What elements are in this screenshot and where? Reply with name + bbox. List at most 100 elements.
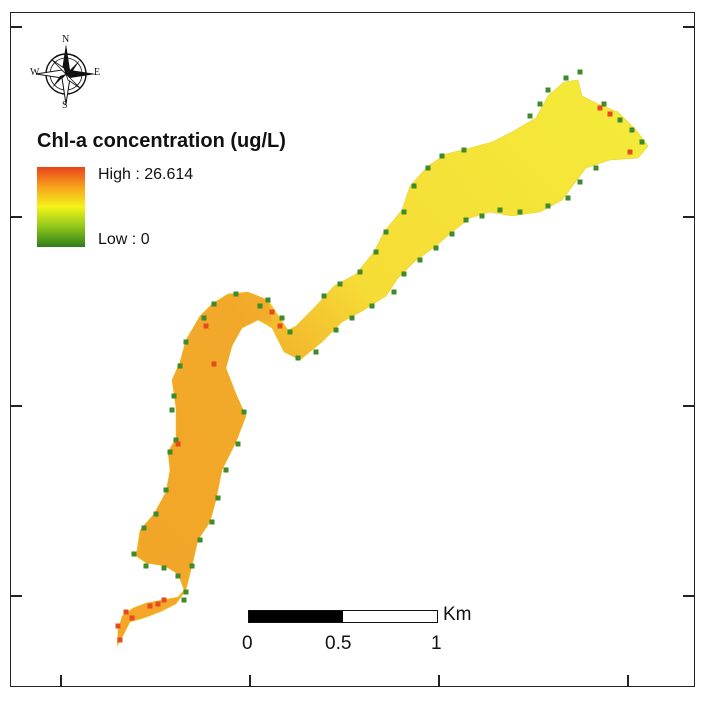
shore-pixel [577, 179, 583, 185]
shore-pixel [177, 363, 183, 369]
hotspot-pixel [147, 603, 153, 609]
frame-tick-left-2 [10, 216, 22, 218]
shore-pixel [181, 597, 187, 603]
shore-pixel [411, 183, 417, 189]
compass-rose-icon [35, 44, 96, 105]
shore-pixel [463, 217, 469, 223]
scale-bar-white-segment [343, 611, 437, 622]
shore-pixel [517, 209, 523, 215]
shore-pixel [313, 349, 319, 355]
shore-pixel [461, 147, 467, 153]
hotspot-pixel [203, 323, 209, 329]
shore-pixel [439, 153, 445, 159]
hotspot-pixel [211, 361, 217, 367]
shore-pixel [629, 127, 635, 133]
legend-color-ramp [37, 167, 85, 247]
compass-n-label: N [62, 34, 70, 45]
shore-pixel [265, 297, 271, 303]
shore-pixel [279, 315, 285, 321]
compass-s-label: S [62, 100, 68, 111]
shore-pixel [197, 537, 203, 543]
shore-pixel [373, 249, 379, 255]
upstream-warm-zone [140, 292, 272, 574]
shore-pixel [401, 271, 407, 277]
shore-pixel [153, 511, 159, 517]
shore-pixel [545, 203, 551, 209]
shore-pixel [295, 355, 301, 361]
frame-tick-right-3 [683, 405, 695, 407]
scale-label-0: 0 [242, 633, 253, 654]
legend-high-label: High : 26.614 [98, 166, 194, 183]
frame-tick-bottom-1 [60, 675, 62, 687]
legend-low-label: Low : 0 [98, 231, 150, 248]
frame-tick-left-3 [10, 405, 22, 407]
scale-bar [248, 610, 438, 623]
shore-pixel [169, 407, 175, 413]
hotspot-pixel [175, 441, 181, 447]
hotspot-pixel [597, 105, 603, 111]
hotspot-pixel [277, 323, 283, 329]
scale-label-0-5: 0.5 [325, 633, 352, 654]
shore-pixel [171, 393, 177, 399]
shore-pixel [537, 101, 543, 107]
frame-tick-bottom-3 [438, 675, 440, 687]
shore-pixel [563, 75, 569, 81]
shore-pixel [163, 487, 169, 493]
hotspot-pixels [115, 105, 633, 643]
shore-pixel [215, 495, 221, 501]
shore-pixel [565, 195, 571, 201]
hotspot-pixel [269, 309, 275, 315]
hotspot-pixel [155, 601, 161, 607]
shore-pixel [527, 113, 533, 119]
north-arrow: N S E W [28, 34, 104, 112]
frame-tick-left-1 [10, 26, 22, 28]
shore-pixel [417, 257, 423, 263]
shore-pixel [131, 551, 137, 557]
shore-pixel [425, 165, 431, 171]
shore-pixel [337, 281, 343, 287]
frame-tick-bottom-2 [249, 675, 251, 687]
frame-tick-right-4 [683, 595, 695, 597]
shore-pixel [449, 231, 455, 237]
shore-pixel [601, 101, 607, 107]
shore-pixel [241, 409, 247, 415]
compass-w-label: W [30, 67, 40, 78]
shore-pixel [577, 69, 583, 75]
frame-tick-left-4 [10, 595, 22, 597]
shore-pixel [639, 139, 645, 145]
shore-pixel [369, 303, 375, 309]
shore-pixel [349, 315, 355, 321]
hotspot-pixel [607, 111, 613, 117]
shore-pixel [233, 291, 239, 297]
shore-pixel [161, 565, 167, 571]
shore-pixel [167, 449, 173, 455]
shore-pixel [287, 329, 293, 335]
shore-pixel [391, 289, 397, 295]
compass-e-label: E [94, 67, 101, 78]
legend-title: Chl-a concentration (ug/L) [37, 130, 286, 152]
shore-pixel [479, 213, 485, 219]
frame-tick-right-1 [683, 26, 695, 28]
shore-pixel [183, 339, 189, 345]
shore-pixel [333, 327, 339, 333]
shore-pixel [401, 209, 407, 215]
scale-unit: Km [443, 604, 472, 625]
shore-pixel [383, 229, 389, 235]
shore-pixel [357, 269, 363, 275]
hotspot-pixel [115, 623, 121, 629]
frame-tick-right-2 [683, 216, 695, 218]
scale-bar-black-segment [249, 611, 343, 622]
shore-pixel [189, 563, 195, 569]
shore-pixel [143, 563, 149, 569]
shore-pixel [211, 301, 217, 307]
hotspot-pixel [123, 609, 129, 615]
shore-pixel [321, 293, 327, 299]
hotspot-pixel [627, 149, 633, 155]
shore-pixel [497, 207, 503, 213]
shore-pixel [201, 315, 207, 321]
hotspot-pixel [161, 597, 167, 603]
shore-pixel [235, 441, 241, 447]
shore-pixel [141, 525, 147, 531]
shore-pixel [257, 303, 263, 309]
